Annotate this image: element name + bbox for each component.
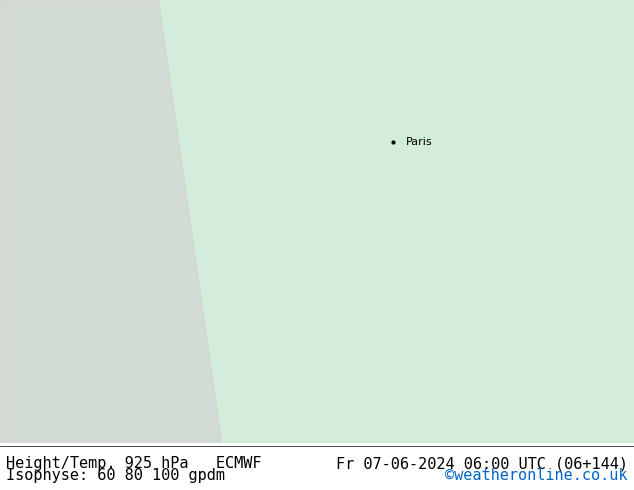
Text: Fr 07-06-2024 06:00 UTC (06+144): Fr 07-06-2024 06:00 UTC (06+144) xyxy=(335,457,628,471)
Text: Isophyse: 60 80 100 gpdm: Isophyse: 60 80 100 gpdm xyxy=(6,468,225,483)
Text: Paris: Paris xyxy=(406,137,432,147)
Text: ©weatheronline.co.uk: ©weatheronline.co.uk xyxy=(445,468,628,483)
Text: Height/Temp. 925 hPa   ECMWF: Height/Temp. 925 hPa ECMWF xyxy=(6,457,262,471)
Polygon shape xyxy=(0,0,222,443)
